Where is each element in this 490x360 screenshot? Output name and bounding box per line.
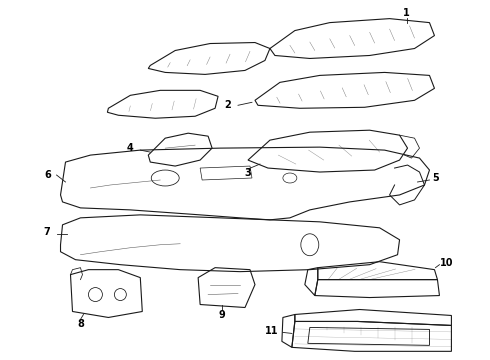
Text: 8: 8	[77, 319, 84, 329]
Text: 9: 9	[219, 310, 225, 320]
Text: 3: 3	[245, 168, 251, 178]
Text: 5: 5	[432, 173, 439, 183]
Text: 4: 4	[127, 143, 134, 153]
Text: 6: 6	[44, 170, 51, 180]
Text: 1: 1	[403, 8, 410, 18]
Text: 10: 10	[440, 258, 453, 268]
Text: 11: 11	[265, 327, 279, 336]
Text: 2: 2	[225, 100, 231, 110]
Text: 7: 7	[43, 227, 50, 237]
